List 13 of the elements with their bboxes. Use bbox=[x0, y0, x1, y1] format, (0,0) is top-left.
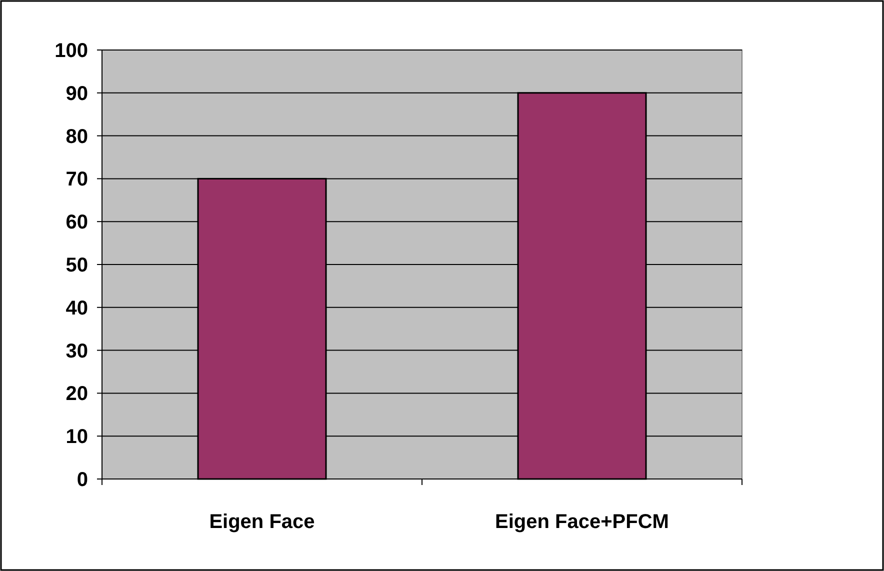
y-tick-label: 10 bbox=[66, 426, 88, 448]
y-tick-label: 70 bbox=[66, 168, 88, 191]
y-tick-label: 0 bbox=[76, 469, 88, 491]
x-tick-label: Eigen Face bbox=[209, 511, 315, 533]
y-tick-label: 50 bbox=[66, 254, 88, 276]
y-tick-label: 20 bbox=[66, 383, 88, 406]
y-tick-label: 60 bbox=[66, 212, 88, 234]
y-tick-label: 40 bbox=[66, 297, 88, 320]
y-tick-label: 90 bbox=[66, 82, 88, 105]
y-tick-label: 100 bbox=[54, 40, 88, 62]
y-tick-label: 30 bbox=[66, 340, 88, 362]
x-tick-label: Eigen Face+PFCM bbox=[495, 511, 669, 533]
y-tick-label: 80 bbox=[66, 126, 88, 148]
